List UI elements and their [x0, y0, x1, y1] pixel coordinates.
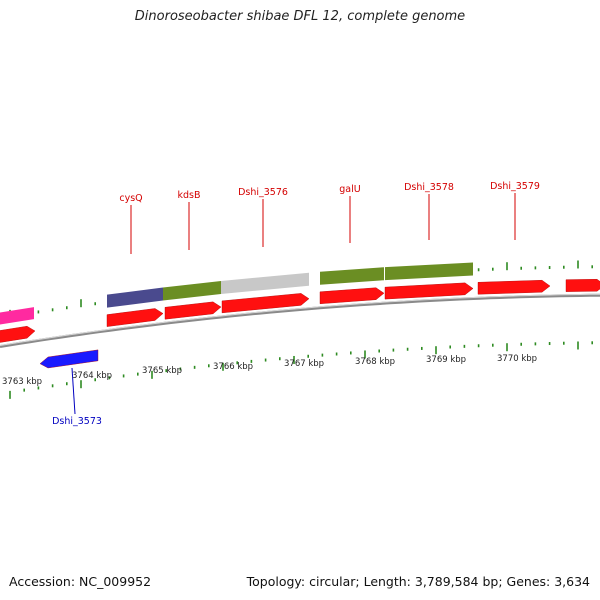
genome-backbone: [0, 293, 600, 348]
tick-label: 3770 kbp: [497, 354, 537, 364]
tick-label: 3766 kbp: [213, 362, 253, 372]
gene-block-rna: [0, 307, 34, 325]
tick-label: 3765 kbp: [142, 366, 182, 376]
genome-summary: Topology: circular; Length: 3,789,584 bp…: [246, 574, 590, 589]
cog-block: [320, 267, 384, 285]
tick-label: 3769 kbp: [426, 355, 466, 365]
cog-block: [221, 272, 309, 294]
gene-label-Dshi_3578[interactable]: Dshi_3578: [404, 182, 454, 193]
gene-label-Dshi_3573[interactable]: Dshi_3573: [52, 416, 102, 427]
label-leader-lines: [71, 193, 516, 415]
accession-label: Accession: NC_009952: [9, 574, 152, 589]
tick-label: 3768 kbp: [355, 357, 395, 367]
gene-label-cysQ[interactable]: cysQ: [119, 193, 142, 204]
cog-block: [163, 280, 221, 301]
genome-title: Dinoroseobacter shibae DFL 12, complete …: [134, 9, 466, 24]
gene-arrow-forward: [565, 279, 600, 292]
inner-tick-marks: [9, 341, 594, 399]
cog-block: [385, 262, 473, 281]
tick-label: 3764 kbp: [72, 371, 112, 381]
gene-track: [0, 279, 600, 369]
gene-arrow-forward: [106, 308, 164, 327]
tick-label: 3767 kbp: [284, 359, 324, 369]
gene-arrow-forward: [477, 279, 551, 295]
leader-line: [71, 367, 76, 415]
gene-arrow-reverse: [39, 349, 99, 369]
genome-backbone-highlight: [0, 293, 600, 346]
gene-arrow-forward: [221, 293, 310, 314]
gene-label-galU[interactable]: galU: [339, 184, 360, 195]
gene-arrow-forward: [384, 282, 474, 300]
cog-block: [107, 287, 163, 308]
gene-label-Dshi_3579[interactable]: Dshi_3579: [490, 181, 540, 192]
cog-category-track: [107, 262, 473, 308]
gene-label-kdsB[interactable]: kdsB: [178, 190, 201, 201]
gene-label-Dshi_3576[interactable]: Dshi_3576: [238, 187, 288, 198]
gene-arrow-forward: [164, 301, 222, 320]
gene-arrow-forward: [319, 287, 385, 305]
gene-arrow-forward: [0, 325, 36, 343]
tick-label: 3763 kbp: [2, 377, 42, 387]
